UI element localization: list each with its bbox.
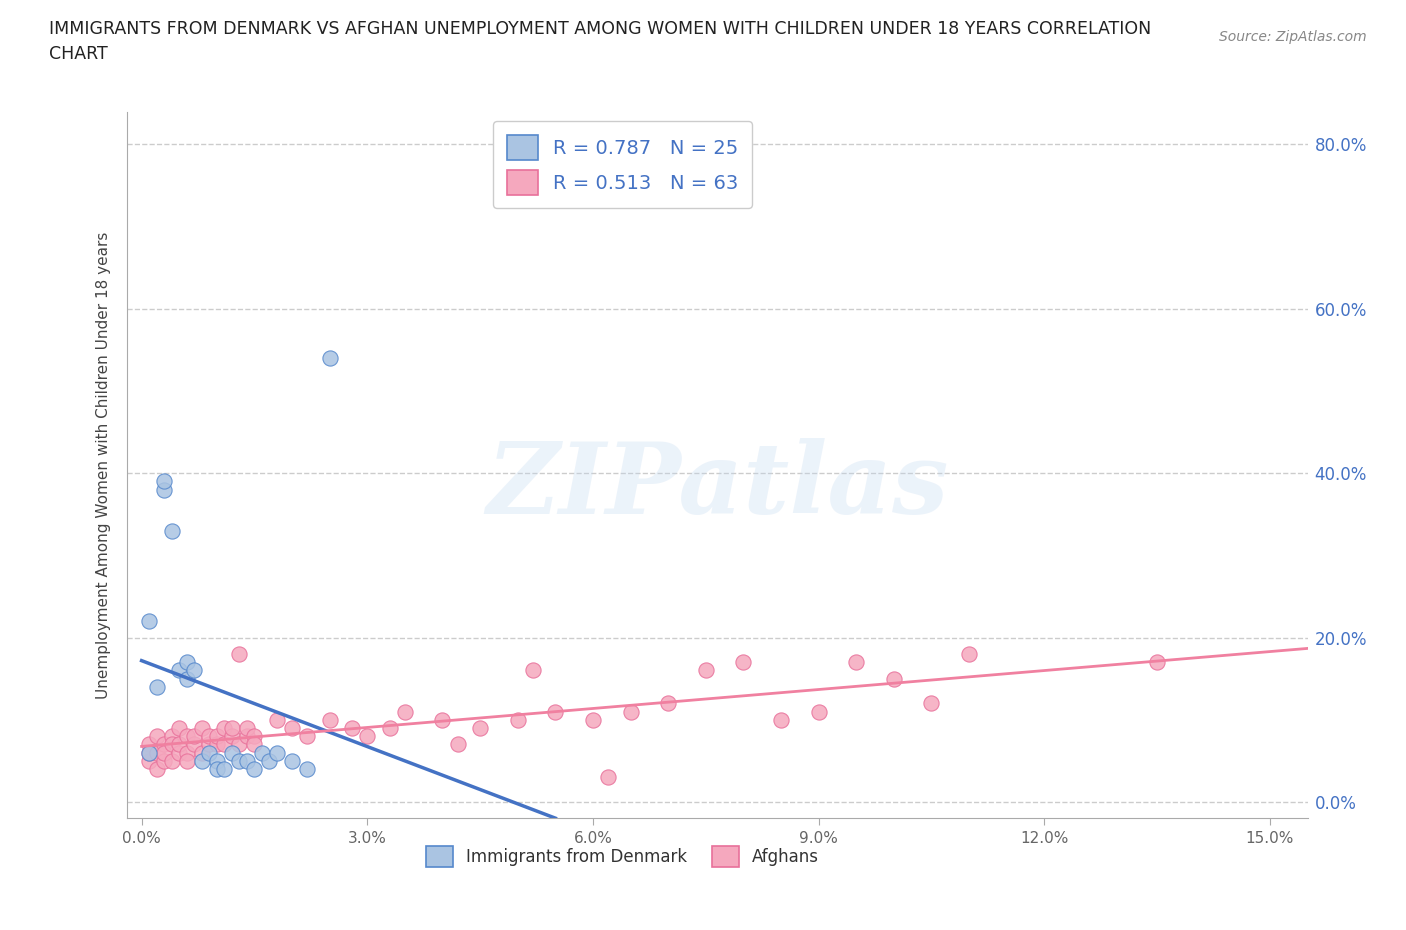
Point <box>183 729 205 744</box>
Point <box>221 745 243 760</box>
Point <box>221 729 243 744</box>
Point <box>176 671 198 686</box>
Point <box>160 753 183 768</box>
Point <box>205 762 228 777</box>
Point <box>176 655 198 670</box>
Point <box>214 762 236 777</box>
Point <box>845 655 868 670</box>
Point <box>160 729 183 744</box>
Point <box>145 745 167 760</box>
Point <box>243 737 266 751</box>
Point <box>153 753 176 768</box>
Point <box>221 721 243 736</box>
Point <box>582 712 605 727</box>
Point <box>145 729 167 744</box>
Point <box>807 704 830 719</box>
Point <box>506 712 529 727</box>
Point <box>153 483 176 498</box>
Point <box>342 721 364 736</box>
Point <box>695 663 717 678</box>
Point <box>153 745 176 760</box>
Point <box>198 745 221 760</box>
Text: ZIPatlas: ZIPatlas <box>486 438 948 535</box>
Point <box>138 737 160 751</box>
Point <box>295 762 318 777</box>
Point <box>176 745 198 760</box>
Point <box>228 737 250 751</box>
Point <box>259 753 281 768</box>
Point <box>183 737 205 751</box>
Point <box>378 721 401 736</box>
Point <box>191 753 214 768</box>
Text: IMMIGRANTS FROM DENMARK VS AFGHAN UNEMPLOYMENT AMONG WOMEN WITH CHILDREN UNDER 1: IMMIGRANTS FROM DENMARK VS AFGHAN UNEMPL… <box>49 20 1152 38</box>
Point <box>522 663 544 678</box>
Point <box>191 721 214 736</box>
Point <box>236 729 259 744</box>
Point <box>281 721 304 736</box>
Point <box>446 737 468 751</box>
Point <box>957 646 980 661</box>
Point <box>228 646 250 661</box>
Point <box>920 696 942 711</box>
Text: CHART: CHART <box>49 45 108 62</box>
Point <box>318 712 340 727</box>
Point <box>468 721 491 736</box>
Legend: Immigrants from Denmark, Afghans: Immigrants from Denmark, Afghans <box>419 839 825 873</box>
Point <box>138 745 160 760</box>
Point <box>266 712 288 727</box>
Point <box>281 753 304 768</box>
Y-axis label: Unemployment Among Women with Children Under 18 years: Unemployment Among Women with Children U… <box>96 232 111 698</box>
Point <box>198 737 221 751</box>
Point <box>205 753 228 768</box>
Point <box>191 745 214 760</box>
Point <box>769 712 792 727</box>
Point <box>236 753 259 768</box>
Point <box>657 696 679 711</box>
Point <box>138 614 160 629</box>
Point <box>167 745 190 760</box>
Point <box>619 704 641 719</box>
Point <box>183 663 205 678</box>
Point <box>733 655 755 670</box>
Point <box>266 745 288 760</box>
Point <box>176 753 198 768</box>
Point <box>214 737 236 751</box>
Point <box>236 721 259 736</box>
Point <box>160 524 183 538</box>
Point <box>596 770 619 785</box>
Point <box>198 729 221 744</box>
Point <box>883 671 905 686</box>
Point <box>295 729 318 744</box>
Point <box>167 721 190 736</box>
Point <box>214 721 236 736</box>
Point <box>145 762 167 777</box>
Point <box>160 737 183 751</box>
Point <box>138 753 160 768</box>
Point <box>153 737 176 751</box>
Point <box>394 704 416 719</box>
Point <box>243 729 266 744</box>
Point <box>432 712 454 727</box>
Point <box>167 737 190 751</box>
Point <box>356 729 378 744</box>
Point <box>153 474 176 489</box>
Point <box>243 762 266 777</box>
Text: Source: ZipAtlas.com: Source: ZipAtlas.com <box>1219 30 1367 44</box>
Point <box>250 745 273 760</box>
Point <box>205 737 228 751</box>
Point <box>544 704 567 719</box>
Point <box>138 745 160 760</box>
Point <box>205 729 228 744</box>
Point <box>167 663 190 678</box>
Point <box>318 351 340 365</box>
Point <box>176 729 198 744</box>
Point <box>145 680 167 695</box>
Point <box>1146 655 1168 670</box>
Point <box>228 753 250 768</box>
